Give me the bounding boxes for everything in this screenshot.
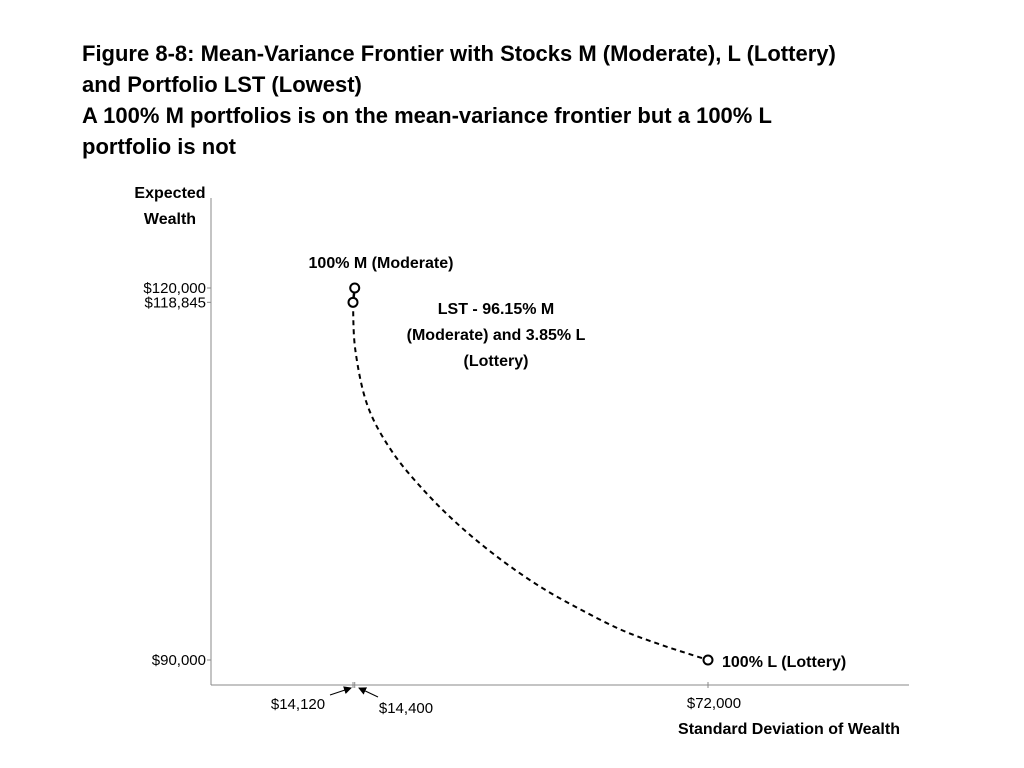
chart-title: Figure 8-8: Mean-Variance Frontier with … xyxy=(82,38,982,162)
point-marker-m xyxy=(349,282,361,294)
y-tick-label: $118,845 xyxy=(145,294,206,311)
point-label-m: 100% M (Moderate) xyxy=(309,255,454,272)
y-tick-label: $90,000 xyxy=(152,652,206,669)
title-line-1: Figure 8-8: Mean-Variance Frontier with … xyxy=(82,41,836,66)
x-tick-label: $14,120 xyxy=(271,696,325,713)
x-tick-label: $72,000 xyxy=(687,695,741,712)
x-tick-arrow-14120 xyxy=(329,686,352,696)
point-marker-lst xyxy=(347,296,359,308)
y-tick-label: $120,000 xyxy=(143,280,206,297)
point-label-lst-line-1: LST - 96.15% M xyxy=(438,301,554,318)
title-line-4: portfolio is not xyxy=(82,134,236,159)
frontier-dashed-line xyxy=(352,302,709,661)
x-tick-label: $14,400 xyxy=(379,700,433,717)
y-axis-label-line-1: Expected xyxy=(134,185,205,202)
point-label-l: 100% L (Lottery) xyxy=(722,654,846,671)
title-line-3: A 100% M portfolios is on the mean-varia… xyxy=(82,103,772,128)
point-label-lst-line-2: (Moderate) and 3.85% L xyxy=(407,327,586,344)
point-marker-l xyxy=(702,654,714,666)
x-tick-arrow-14400 xyxy=(358,687,379,698)
title-line-2: and Portfolio LST (Lowest) xyxy=(82,72,362,97)
point-label-lst-line-3: (Lottery) xyxy=(464,353,529,370)
y-axis-label-line-2: Wealth xyxy=(144,211,196,228)
x-axis-label: Standard Deviation of Wealth xyxy=(678,721,900,738)
